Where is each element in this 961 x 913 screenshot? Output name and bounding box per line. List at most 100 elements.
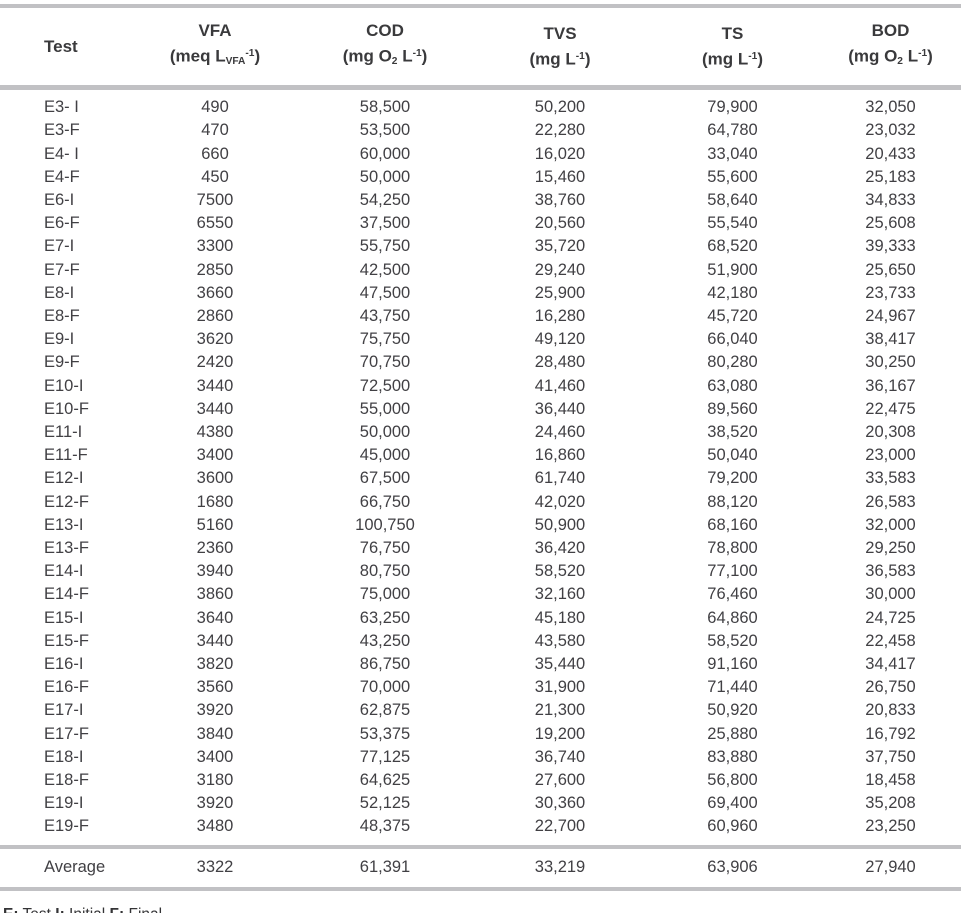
col-header-tvs: TVS (mg L-1) — [475, 6, 645, 91]
cell-value: 36,740 — [534, 747, 586, 766]
cell-value: 35,208 — [865, 794, 916, 813]
cell-value: 3400 — [196, 747, 234, 766]
cell-test: E6-F — [44, 214, 80, 233]
cell-value: 55,540 — [707, 214, 758, 233]
cell-value: 83,880 — [707, 747, 758, 766]
cell-value: 64,625 — [359, 771, 411, 790]
cell-value: 89,560 — [707, 399, 758, 418]
table-row: E9-I 3620 75,750 49,120 66,040 38,417 — [0, 328, 961, 351]
table-row: E19-I 3920 52,125 30,360 69,400 35,208 — [0, 792, 961, 815]
col-label: Test — [44, 36, 78, 56]
cell-value: 38,520 — [707, 423, 758, 441]
cell-test: E9-F — [44, 353, 80, 372]
col-label: VFA — [198, 21, 232, 40]
cell-value: 60,960 — [707, 817, 758, 836]
table-row: E13-F 2360 76,750 36,420 78,800 29,250 — [0, 537, 961, 560]
cell-value: 3440 — [196, 399, 234, 418]
average-value: 63,906 — [645, 844, 820, 891]
cell-value: 69,400 — [707, 794, 758, 813]
col-header-ts: TS (mg L-1) — [645, 6, 820, 91]
cell-value: 31,900 — [534, 678, 586, 697]
cell-test: E15-I — [44, 608, 84, 627]
cell-value: 50,920 — [707, 701, 758, 720]
cell-value: 2860 — [196, 306, 234, 325]
cell-value: 33,583 — [865, 469, 916, 488]
cell-value: 22,475 — [865, 399, 916, 418]
cell-value: 34,833 — [865, 190, 916, 209]
cell-value: 20,433 — [865, 144, 916, 163]
table-row: E16-F 3560 70,000 31,900 71,440 26,750 — [0, 676, 961, 699]
cell-value: 16,792 — [865, 724, 916, 743]
col-unit: (mg L-1) — [701, 49, 763, 69]
cell-value: 43,580 — [534, 631, 586, 650]
cell-value: 3300 — [196, 237, 234, 256]
table-row: E8-F 2860 43,750 16,280 45,720 24,967 — [0, 305, 961, 328]
cell-value: 66,750 — [359, 492, 411, 511]
table-row: E14-I 3940 80,750 58,520 77,100 36,583 — [0, 560, 961, 583]
cell-value: 2360 — [196, 539, 234, 558]
table-row: E9-F 2420 70,750 28,480 80,280 30,250 — [0, 351, 961, 374]
cell-value: 3840 — [196, 724, 234, 743]
cell-value: 25,608 — [865, 214, 916, 233]
cell-value: 6550 — [196, 214, 234, 233]
cell-value: 45,180 — [534, 608, 586, 627]
cell-value: 3940 — [196, 562, 234, 581]
col-label: TVS — [543, 23, 577, 43]
table-row: E18-I 3400 77,125 36,740 83,880 37,750 — [0, 746, 961, 769]
cell-value: 29,240 — [534, 260, 586, 279]
table-row: E4- I 660 60,000 16,020 33,040 20,433 — [0, 143, 961, 166]
cell-value: 5160 — [196, 515, 234, 534]
cell-value: 470 — [201, 121, 229, 140]
cell-value: 39,333 — [865, 237, 916, 256]
cell-value: 51,900 — [707, 260, 758, 279]
cell-value: 25,650 — [865, 260, 916, 279]
cell-value: 1680 — [196, 492, 234, 511]
cell-test: E12-F — [44, 492, 89, 511]
cell-value: 75,750 — [359, 330, 411, 349]
cell-value: 55,750 — [359, 237, 411, 256]
cell-value: 91,160 — [707, 655, 758, 674]
cell-value: 42,500 — [359, 260, 411, 279]
col-unit: (meq LVFA-1) — [169, 46, 261, 68]
cell-test: E10-I — [44, 376, 84, 395]
cell-value: 35,440 — [534, 655, 586, 674]
cell-value: 3440 — [196, 376, 234, 395]
cell-value: 20,308 — [865, 423, 916, 441]
cell-value: 77,125 — [359, 747, 411, 766]
cell-test: E9-I — [44, 330, 75, 349]
cell-test: E15-F — [44, 631, 89, 650]
cell-value: 38,760 — [534, 190, 586, 209]
table-average-section: Average 3322 61,391 33,219 63,906 27,940 — [0, 844, 961, 891]
cell-value: 3600 — [196, 469, 234, 488]
table-row: E17-F 3840 53,375 19,200 25,880 16,792 — [0, 723, 961, 746]
cell-value: 23,733 — [865, 283, 916, 302]
cell-value: 49,120 — [534, 330, 586, 349]
table-row: E16-I 3820 86,750 35,440 91,160 34,417 — [0, 653, 961, 676]
cell-value: 660 — [201, 144, 229, 163]
cell-value: 50,900 — [534, 515, 586, 534]
cell-value: 3660 — [196, 283, 234, 302]
cell-value: 50,040 — [707, 446, 758, 465]
cell-value: 3480 — [196, 817, 234, 836]
cell-test: E11-F — [44, 446, 88, 465]
cell-value: 25,900 — [534, 283, 586, 302]
cell-test: E8-F — [44, 306, 80, 325]
cell-value: 43,750 — [359, 306, 411, 325]
cell-value: 23,000 — [865, 446, 916, 465]
cell-value: 24,967 — [865, 306, 916, 325]
table-row: E7-I 3300 55,750 35,720 68,520 39,333 — [0, 235, 961, 258]
cell-value: 58,640 — [707, 190, 758, 209]
cell-value: 58,520 — [707, 631, 758, 650]
cell-value: 42,180 — [707, 283, 758, 302]
cell-value: 38,417 — [865, 330, 916, 349]
table-row: E12-I 3600 67,500 61,740 79,200 33,583 — [0, 467, 961, 490]
col-header-test: Test — [0, 6, 135, 91]
cell-value: 54,250 — [359, 190, 411, 209]
cell-value: 71,440 — [707, 678, 758, 697]
cell-value: 100,750 — [355, 515, 415, 534]
cell-value: 66,040 — [707, 330, 758, 349]
header-row: Test VFA (meq LVFA-1) COD (mg O2 L-1) TVS (mg … — [0, 6, 961, 91]
cell-test: E13-I — [44, 515, 84, 534]
table-row: E19-F 3480 48,375 22,700 60,960 23,250 — [0, 815, 961, 846]
